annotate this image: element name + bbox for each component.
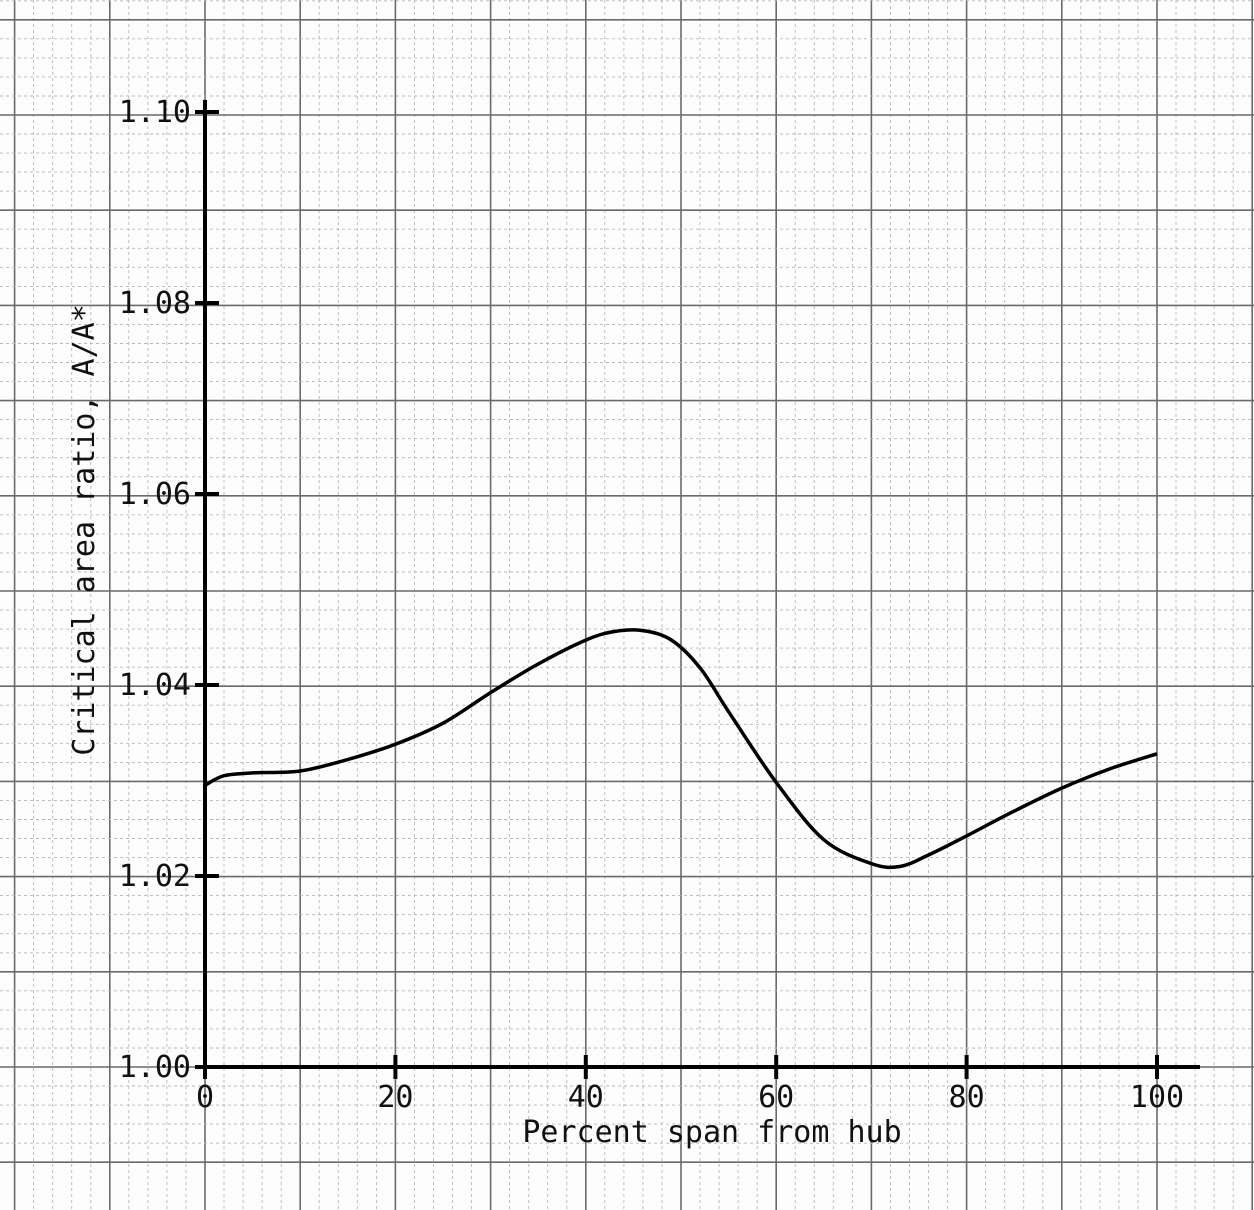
y-tick-label: 1.06 bbox=[119, 477, 191, 512]
series bbox=[204, 628, 1158, 870]
x-tick-label: 0 bbox=[196, 1080, 214, 1115]
x-tick-label: 60 bbox=[758, 1080, 794, 1115]
x-tick-label: 80 bbox=[949, 1080, 985, 1115]
y-tick-label: 1.10 bbox=[119, 95, 191, 130]
y-tick-label: 1.04 bbox=[119, 668, 191, 703]
x-tick-label: 100 bbox=[1130, 1080, 1184, 1115]
y-tick-label: 1.00 bbox=[119, 1050, 191, 1085]
x-tick-label: 40 bbox=[568, 1080, 604, 1115]
y-tick-label: 1.02 bbox=[119, 859, 191, 894]
x-axis-label: Percent span from hub bbox=[522, 1115, 901, 1150]
y-axis-label: Critical area ratio, A/A* bbox=[67, 304, 102, 756]
y-tick-label: 1.08 bbox=[119, 286, 191, 321]
ticks: 0 20 40 60 80 100 1.00 1.02 1.04 1.06 1.08 1.10 bbox=[119, 95, 1184, 1115]
series-line bbox=[204, 628, 1158, 870]
labels: Percent span from hub Critical area rati… bbox=[67, 304, 902, 1150]
x-tick-label: 20 bbox=[377, 1080, 413, 1115]
axes bbox=[203, 100, 1200, 1069]
